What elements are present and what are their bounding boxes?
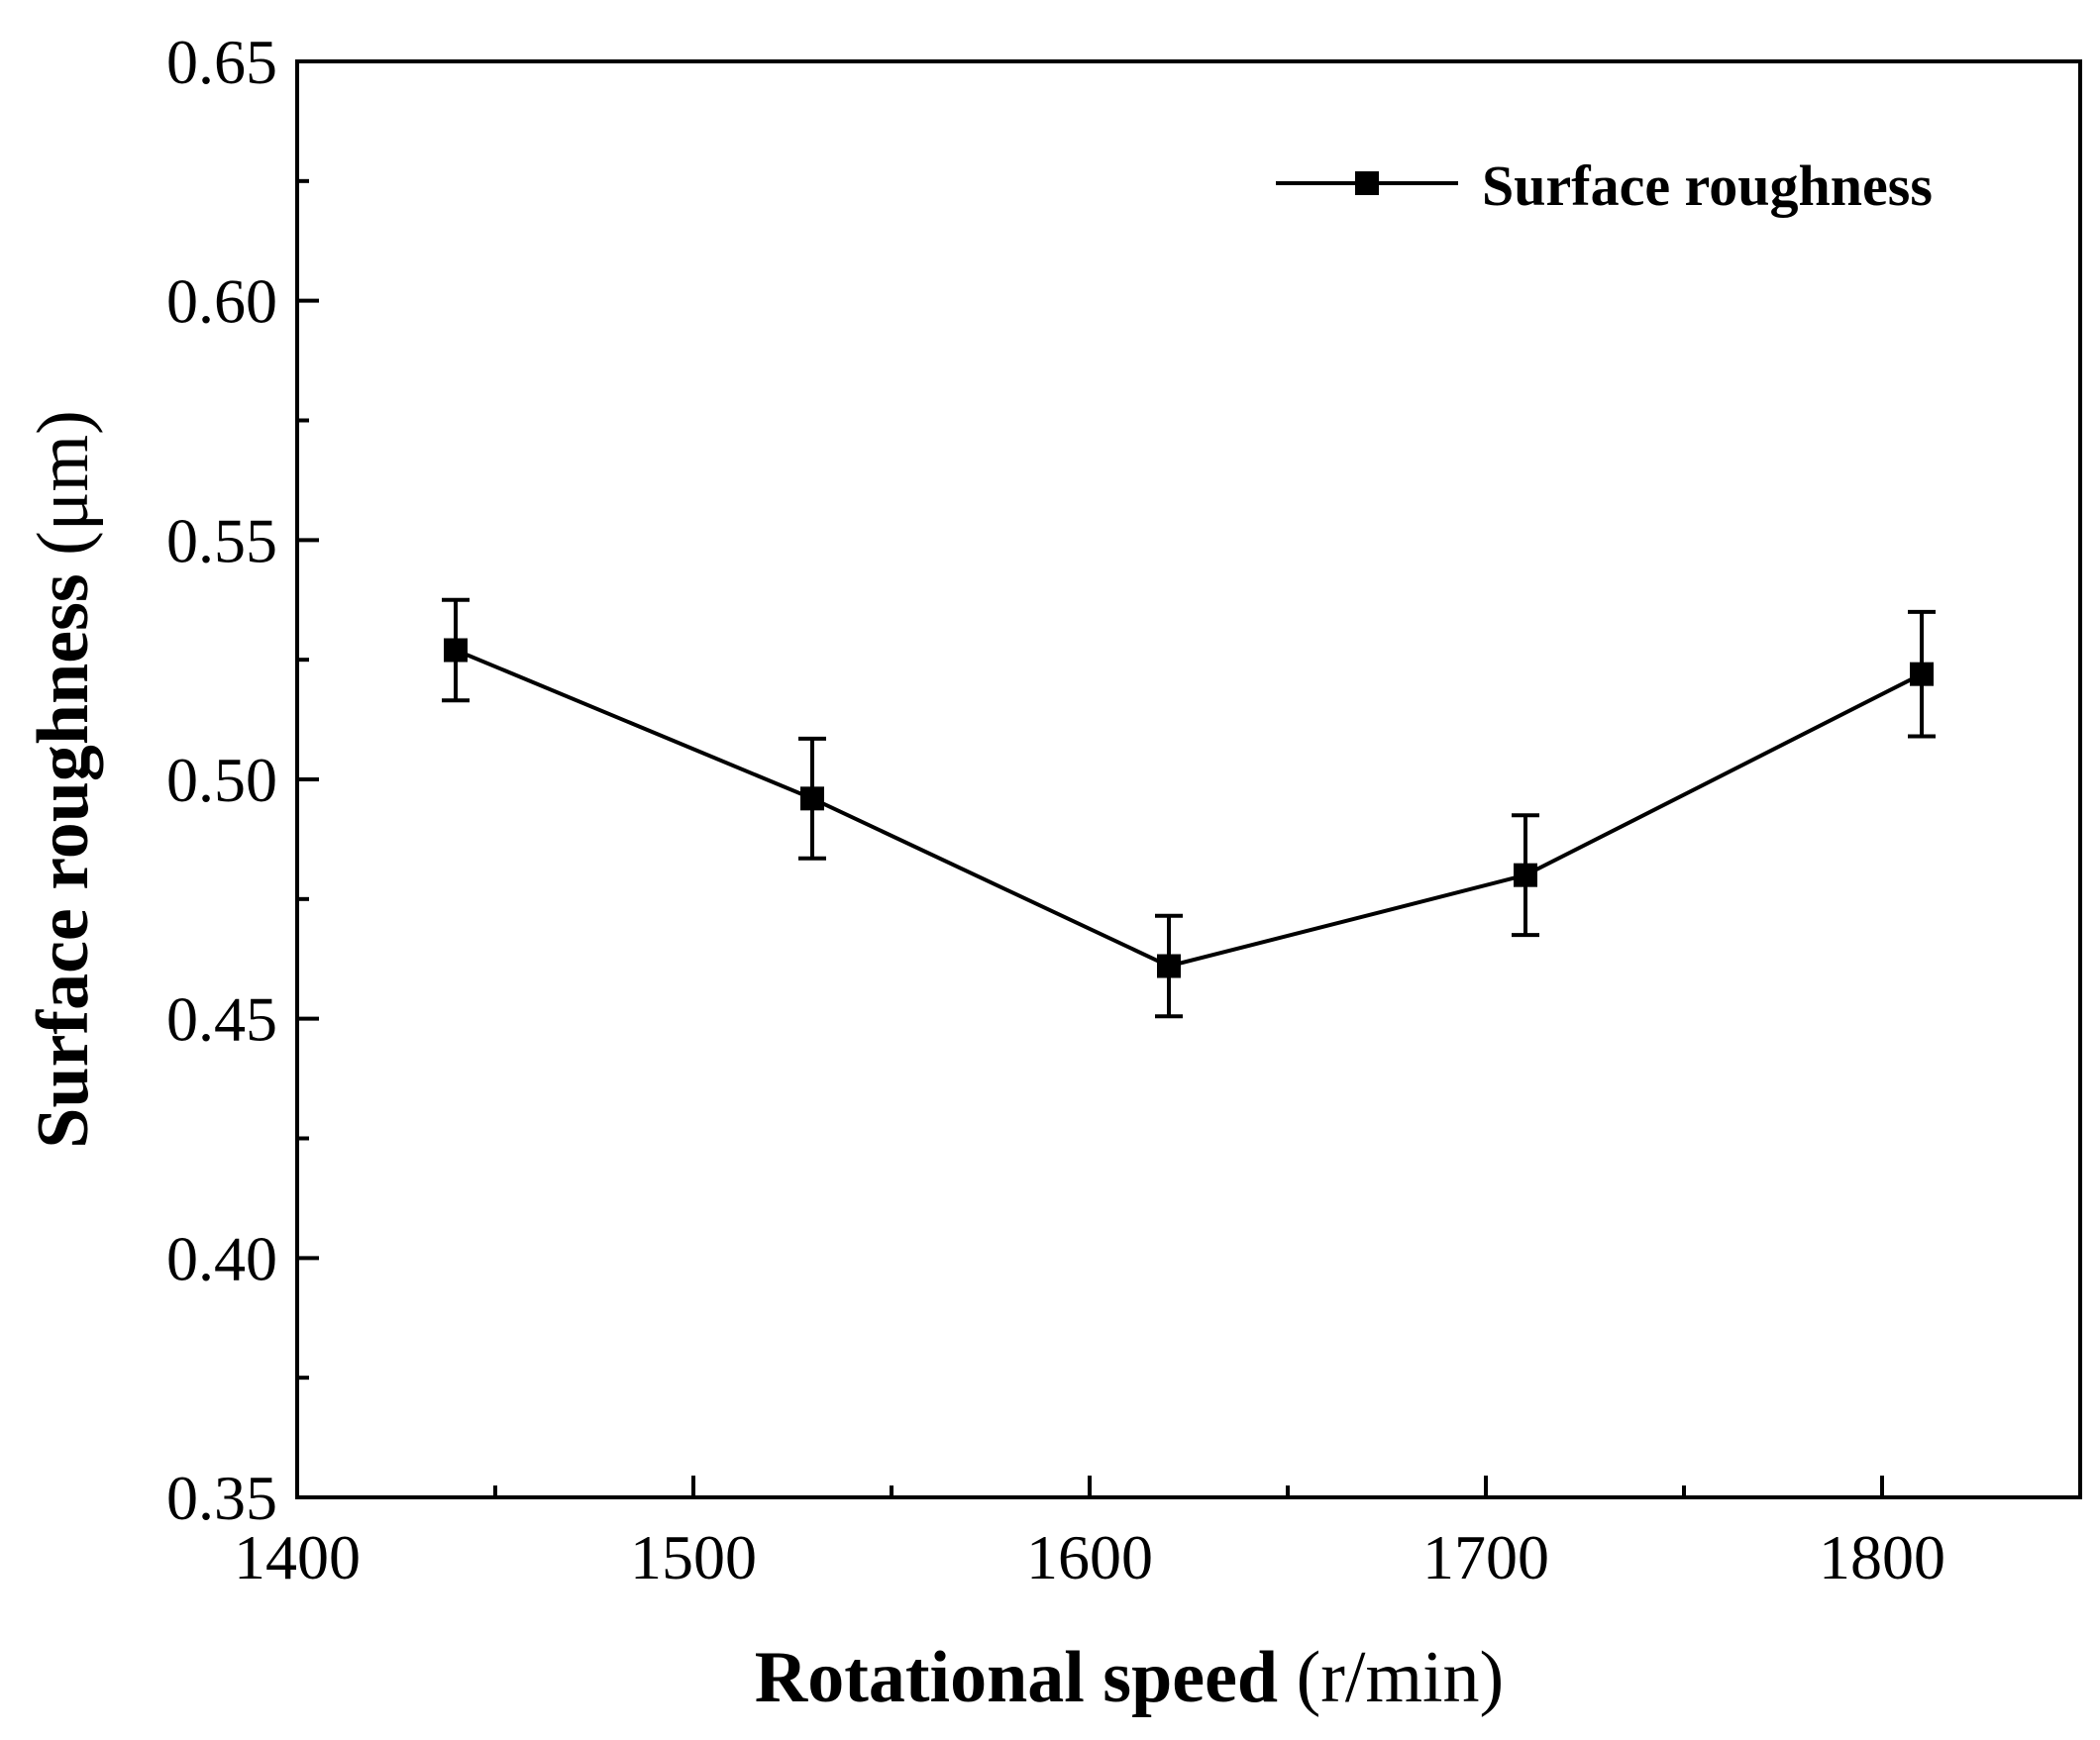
y-axis-title-main: Surface roughness xyxy=(23,573,104,1148)
series-line xyxy=(455,648,1923,969)
data-point xyxy=(1910,662,1934,686)
x-tick-label: 1400 xyxy=(234,1522,361,1592)
x-tick-label: 1500 xyxy=(630,1522,757,1592)
x-axis-title-main: Rotational speed xyxy=(755,1637,1278,1718)
axis-ticks xyxy=(295,59,1884,1499)
x-tick-label: 1800 xyxy=(1819,1522,1945,1592)
y-tick-label: 0.65 xyxy=(166,27,277,97)
data-point xyxy=(1514,863,1537,887)
y-tick-label: 0.35 xyxy=(166,1463,277,1533)
x-axis-title: Rotational speed (r/min) xyxy=(755,1637,1504,1718)
data-point xyxy=(444,638,468,663)
y-axis-title-unit: (μm) xyxy=(23,410,104,556)
x-tick-label: 1700 xyxy=(1422,1522,1549,1592)
y-tick-label: 0.55 xyxy=(166,505,277,575)
plot-frame xyxy=(295,59,2082,1499)
y-axis-title: Surface roughness (μm) xyxy=(23,410,104,1148)
data-point xyxy=(800,786,824,811)
y-tick-label: 0.40 xyxy=(166,1223,277,1293)
legend-marker xyxy=(1355,171,1379,195)
legend-label: Surface roughness xyxy=(1482,154,1933,218)
axis-tick-labels: 1400 1500 1600 1700 1800 0.35 0.40 0.45 0.50 0.55… xyxy=(166,27,1945,1592)
legend: Surface roughness xyxy=(1276,154,1933,218)
x-axis-title-unit: (r/min) xyxy=(1297,1637,1505,1718)
data-series xyxy=(442,597,1936,1019)
y-tick-label: 0.60 xyxy=(166,266,277,337)
y-tick-label: 0.50 xyxy=(166,745,277,815)
y-tick-label: 0.45 xyxy=(166,984,277,1055)
x-tick-label: 1600 xyxy=(1026,1522,1153,1592)
data-point xyxy=(1157,954,1181,978)
